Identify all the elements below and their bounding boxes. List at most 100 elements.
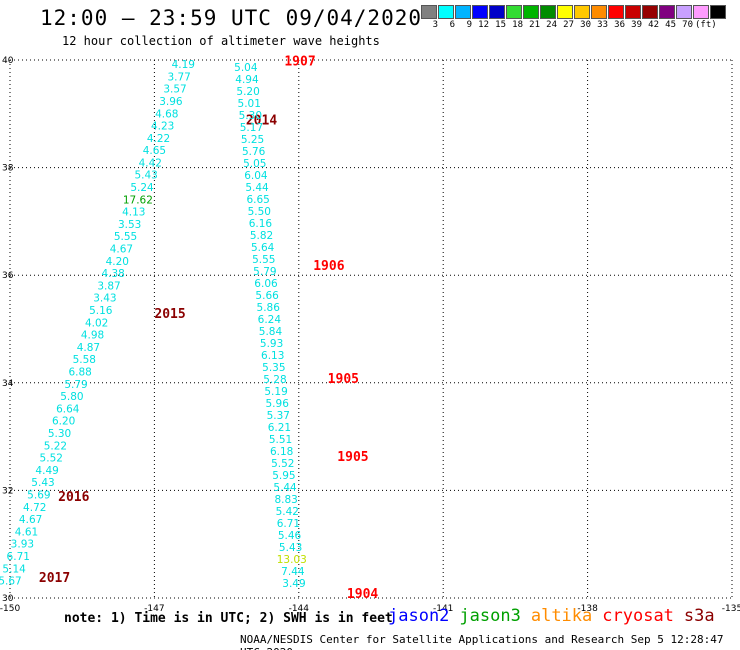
wave-height-value: 6.04 <box>244 170 268 182</box>
page-title: 12:00 — 23:59 UTC 09/04/2020 <box>40 6 423 30</box>
wave-height-value: 5.30 <box>48 428 71 440</box>
wave-height-value: 5.43 <box>134 170 157 182</box>
color-legend: 3 6 9 12 15 18 21 24 27 30 33 36 39 42 45 70 (ft) <box>421 5 727 30</box>
wave-height-value: 5.55 <box>252 254 275 266</box>
wave-height-value: 3.49 <box>282 578 305 590</box>
legend-tick: 70 <box>682 20 693 30</box>
wave-height-value: 5.76 <box>242 146 266 158</box>
footnote: note: 1) Time is in UTC; 2) SWH is in fe… <box>64 611 393 626</box>
legend-swatch <box>421 5 437 19</box>
time-label: 1905 <box>328 372 359 387</box>
legend-swatch <box>506 5 522 19</box>
y-tick-label: 40 <box>2 56 14 66</box>
wave-height-value: 8.83 <box>274 494 297 506</box>
x-tick-label: -141 <box>433 604 453 614</box>
wave-height-value: 5.05 <box>243 158 266 170</box>
wave-height-value: 5.22 <box>44 440 67 452</box>
legend-swatch <box>523 5 539 19</box>
wave-height-value: 7.44 <box>281 566 305 578</box>
wave-height-value: 3.43 <box>93 293 116 305</box>
legend-tick: 9 <box>466 20 472 30</box>
legend-tick: 42 <box>648 20 659 30</box>
legend-tick: 36 <box>614 20 625 30</box>
legend-tick: 33 <box>597 20 608 30</box>
wave-height-value: 5.51 <box>269 434 292 446</box>
wave-height-value: 5.20 <box>236 86 259 98</box>
wave-height-value: 13.03 <box>277 554 307 566</box>
wave-height-value: 5.86 <box>257 302 281 314</box>
wave-height-value: 5.30 <box>239 110 262 122</box>
legend-swatch <box>574 5 590 19</box>
legend-swatch <box>557 5 573 19</box>
legend-tick: 45 <box>665 20 676 30</box>
y-tick-label: 34 <box>2 379 14 389</box>
time-label: 1904 <box>347 587 378 602</box>
wave-height-value: 3.96 <box>159 96 183 108</box>
wave-height-value: 17.62 <box>123 194 153 206</box>
wave-height-value: 4.23 <box>151 121 174 133</box>
legend-swatch <box>608 5 624 19</box>
wave-height-value: 5.50 <box>248 206 271 218</box>
wave-height-value: 6.88 <box>68 366 91 378</box>
wave-height-value: 6.64 <box>56 403 80 415</box>
x-tick-label: -150 <box>0 604 20 614</box>
time-label: 1906 <box>313 259 344 274</box>
wave-height-value: 5.01 <box>238 98 261 110</box>
legend-ticks: 3 6 9 12 15 18 21 24 27 30 33 36 39 42 45 70 (ft) <box>421 20 727 30</box>
credit-line: NOAA/NESDIS Center for Satellite Applica… <box>240 633 724 650</box>
legend-unit: (ft) <box>695 20 717 30</box>
x-tick-label: -138 <box>577 604 598 614</box>
wave-height-value: 6.18 <box>270 446 293 458</box>
wave-height-value: 4.13 <box>122 207 145 219</box>
wave-height-value: 4.61 <box>15 526 38 538</box>
wave-height-value: 4.67 <box>110 244 133 256</box>
wave-height-value: 5.79 <box>253 266 276 278</box>
legend-swatch <box>659 5 675 19</box>
legend-tick: 21 <box>529 20 540 30</box>
wave-height-value: 5.25 <box>241 134 264 146</box>
wave-height-value: 4.98 <box>81 330 104 342</box>
time-label: 2017 <box>39 571 70 586</box>
legend-tick: 39 <box>631 20 642 30</box>
legend-swatch <box>540 5 556 19</box>
wave-height-value: 4.20 <box>106 256 129 268</box>
wave-height-value: 4.68 <box>155 108 178 120</box>
legend-swatch <box>693 5 709 19</box>
legend-tick: 3 <box>432 20 438 30</box>
wave-height-value: 3.53 <box>118 219 141 231</box>
wave-height-value: 5.84 <box>259 326 283 338</box>
wave-height-value: 5.46 <box>278 530 302 542</box>
wave-height-value: 3.77 <box>167 71 190 83</box>
time-label: 2016 <box>58 490 89 505</box>
wave-height-value: 5.67 <box>0 576 22 588</box>
wave-height-value: 5.43 <box>279 542 302 554</box>
legend-swatch <box>438 5 454 19</box>
x-tick-label: -147 <box>144 604 164 614</box>
wave-height-value: 4.02 <box>85 317 108 329</box>
wave-height-value: 6.24 <box>258 314 282 326</box>
legend-swatch <box>676 5 692 19</box>
legend-tick: 6 <box>449 20 455 30</box>
y-tick-label: 36 <box>2 271 14 281</box>
y-tick-label: 38 <box>2 164 14 174</box>
wave-height-value: 4.67 <box>19 514 42 526</box>
wave-height-value: 3.57 <box>163 84 186 96</box>
y-tick-label: 30 <box>2 594 14 604</box>
satellite-s3a: s3a <box>683 606 715 626</box>
wave-height-value: 5.44 <box>245 182 269 194</box>
wave-height-value: 4.65 <box>143 145 166 157</box>
page-subtitle: 12 hour collection of altimeter wave hei… <box>62 34 380 48</box>
legend-swatch <box>455 5 471 19</box>
wave-height-value: 5.16 <box>89 305 113 317</box>
legend-tick: 12 <box>478 20 489 30</box>
legend-tick: 24 <box>546 20 557 30</box>
wave-height-value: 5.14 <box>2 563 26 575</box>
time-label: 2015 <box>154 307 185 322</box>
wave-height-value: 5.58 <box>73 354 96 366</box>
wave-height-value: 4.94 <box>235 74 259 86</box>
wave-height-value: 6.20 <box>52 416 75 428</box>
x-tick-label: -144 <box>289 604 310 614</box>
legend-tick: 30 <box>580 20 591 30</box>
legend-swatch <box>489 5 505 19</box>
time-label: 1907 <box>284 54 315 69</box>
